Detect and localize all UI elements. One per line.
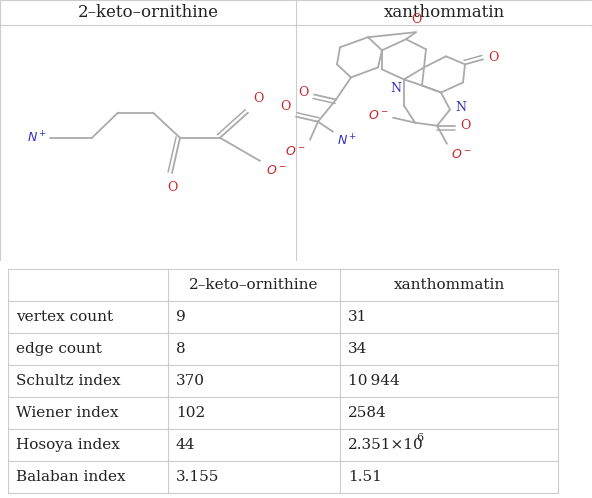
Text: $O^-$: $O^-$ (266, 164, 287, 177)
Text: O: O (298, 86, 309, 99)
Text: 1.51: 1.51 (348, 470, 382, 484)
Text: 9: 9 (176, 310, 186, 324)
Text: 3.155: 3.155 (176, 470, 220, 484)
Text: 370: 370 (176, 374, 205, 388)
Text: 2584: 2584 (348, 406, 387, 420)
Text: 102: 102 (176, 406, 205, 420)
Text: O: O (411, 13, 421, 26)
Text: 6: 6 (416, 433, 423, 443)
Text: 2–keto–ornithine: 2–keto–ornithine (78, 3, 218, 20)
Text: xanthommatin: xanthommatin (384, 3, 504, 20)
Text: $O^-$: $O^-$ (368, 109, 389, 122)
Text: Balaban index: Balaban index (16, 470, 126, 484)
Text: O: O (488, 51, 498, 64)
Text: vertex count: vertex count (16, 310, 113, 324)
Text: Wiener index: Wiener index (16, 406, 118, 420)
Text: Schultz index: Schultz index (16, 374, 121, 388)
Text: 8: 8 (176, 342, 186, 356)
Text: O: O (460, 119, 471, 132)
Text: N: N (455, 101, 466, 114)
Text: 34: 34 (348, 342, 368, 356)
Text: edge count: edge count (16, 342, 102, 356)
Text: $O^-$: $O^-$ (451, 148, 472, 161)
Text: O: O (167, 181, 177, 194)
Text: O: O (253, 92, 263, 105)
Text: $N^+$: $N^+$ (337, 134, 358, 149)
Text: $O^-$: $O^-$ (285, 145, 306, 158)
Text: N: N (390, 83, 401, 96)
Text: 44: 44 (176, 438, 195, 452)
Text: 2–keto–ornithine: 2–keto–ornithine (189, 278, 318, 292)
Text: 10 944: 10 944 (348, 374, 400, 388)
Text: $N^+$: $N^+$ (27, 130, 47, 145)
Text: 2.351×10: 2.351×10 (348, 438, 424, 452)
Text: 31: 31 (348, 310, 368, 324)
Text: xanthommatin: xanthommatin (393, 278, 504, 292)
Text: Hosoya index: Hosoya index (16, 438, 120, 452)
Text: O: O (281, 100, 291, 113)
